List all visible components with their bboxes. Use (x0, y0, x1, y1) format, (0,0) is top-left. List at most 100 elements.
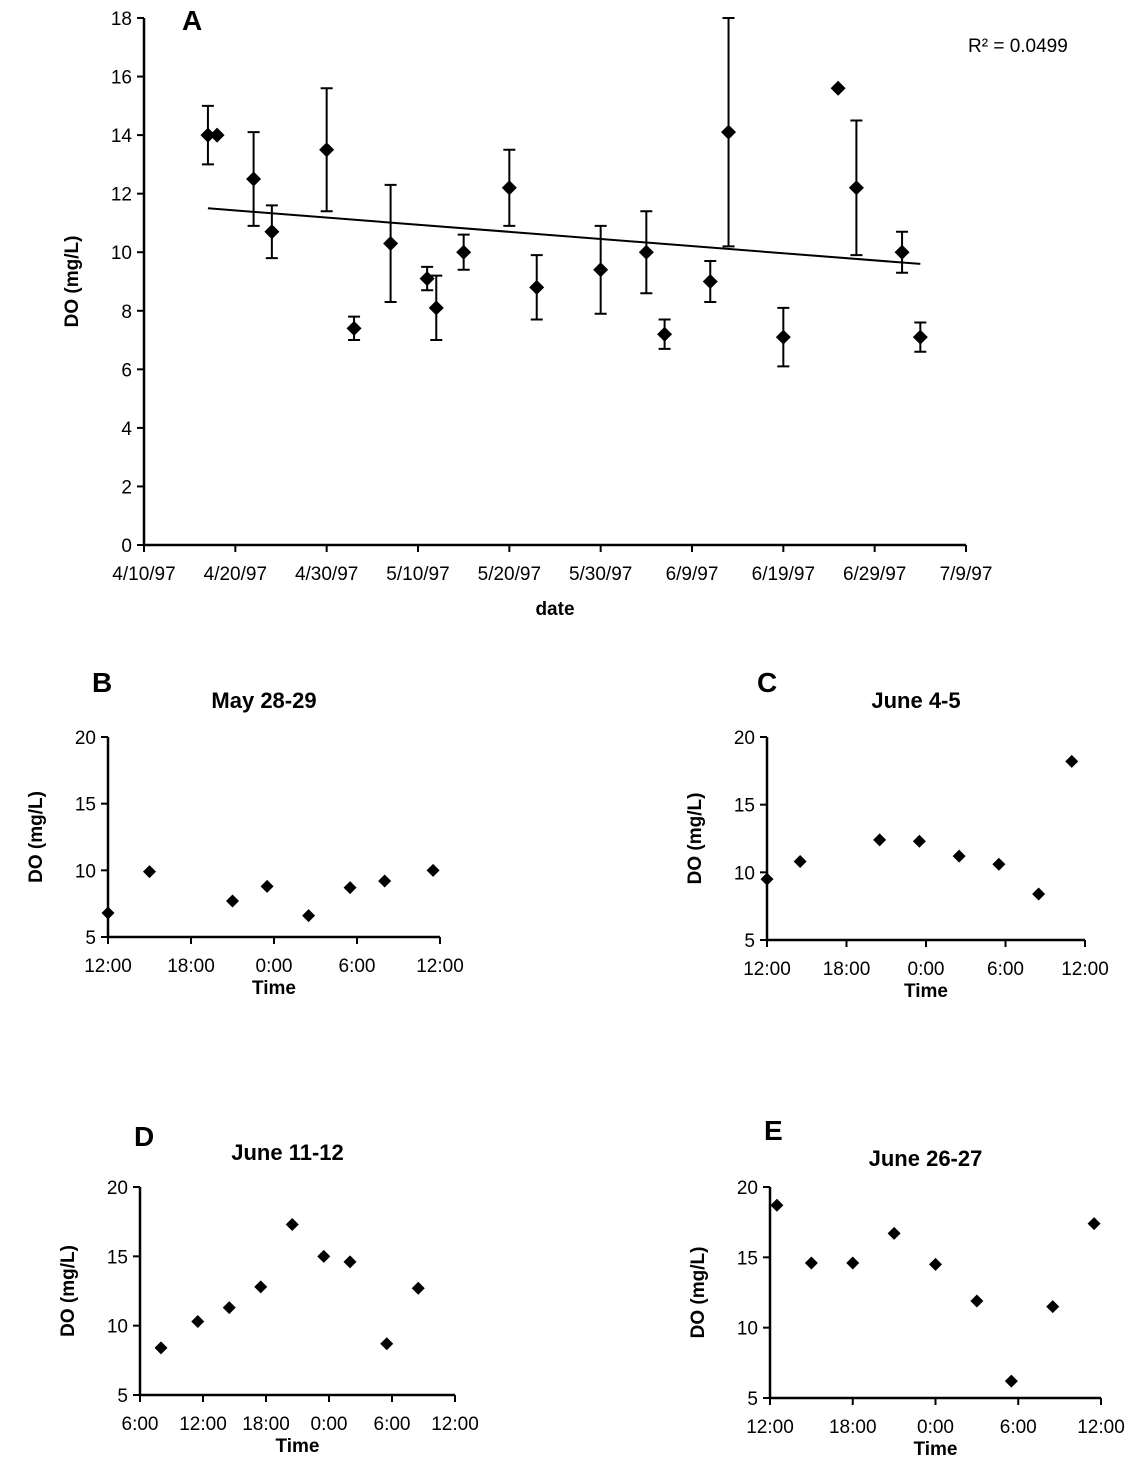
panel-title: June 11-12 (231, 1140, 344, 1165)
y-tick-label: 5 (85, 928, 96, 949)
data-point (1032, 887, 1046, 901)
data-point (260, 879, 274, 893)
data-point (343, 1255, 357, 1269)
panel-label: E (764, 1115, 783, 1146)
data-point (846, 1256, 860, 1270)
y-tick-label: 20 (107, 1178, 128, 1199)
data-point (285, 1217, 299, 1231)
data-point (428, 300, 444, 316)
data-point (501, 180, 517, 196)
data-point (246, 171, 262, 187)
x-tick-label: 6/9/97 (666, 564, 719, 585)
data-point (378, 874, 392, 888)
panel-label: B (92, 667, 112, 698)
y-tick-label: 10 (737, 1319, 758, 1340)
y-axis-title: DO (mg/L) (688, 1247, 709, 1339)
data-point (894, 244, 910, 260)
data-point (657, 326, 673, 342)
y-tick-label: 15 (734, 796, 755, 817)
data-point (912, 834, 926, 848)
data-point (952, 849, 966, 863)
y-tick-label: 20 (734, 728, 755, 749)
data-point (302, 909, 316, 923)
data-point (419, 271, 435, 287)
x-tick-label: 6:00 (339, 956, 376, 977)
x-axis-title: Time (904, 981, 948, 1002)
x-tick-label: 18:00 (242, 1414, 290, 1435)
data-point (1046, 1300, 1060, 1314)
data-point (200, 127, 216, 143)
x-tick-label: 12:00 (1061, 959, 1109, 980)
y-tick-label: 18 (111, 9, 132, 30)
panel-d: 5 10 15 20 6:00 12:00 18:00 0:00 6:00 12:00 Time DO… (58, 1121, 479, 1457)
x-tick-label: 12:00 (746, 1417, 794, 1438)
y-tick-label: 0 (121, 536, 132, 557)
data-point (873, 833, 887, 847)
x-tick-label: 6:00 (1000, 1417, 1037, 1438)
data-point (638, 244, 654, 260)
data-point (191, 1315, 205, 1329)
panel-title: June 4-5 (871, 688, 960, 713)
x-tick-label: 4/20/97 (204, 564, 267, 585)
x-tick-label: 6/29/97 (843, 564, 906, 585)
data-point (346, 320, 362, 336)
y-tick-label: 5 (117, 1386, 128, 1407)
x-tick-label: 0:00 (311, 1414, 348, 1435)
y-tick-label: 10 (734, 863, 755, 884)
data-point (254, 1280, 268, 1294)
y-tick-label: 10 (111, 243, 132, 264)
panel-title: June 26-27 (869, 1146, 983, 1171)
x-tick-label: 0:00 (256, 956, 293, 977)
trend-line (207, 207, 921, 265)
data-point (770, 1198, 784, 1212)
data-point (848, 180, 864, 196)
x-tick-label: 6/19/97 (752, 564, 815, 585)
y-tick-label: 5 (747, 1389, 758, 1410)
x-tick-label: 18:00 (823, 959, 871, 980)
panel-c: 5 10 15 20 12:00 18:00 0:00 6:00 12:00 Time DO (mg… (685, 667, 1109, 1002)
y-tick-label: 10 (75, 861, 96, 882)
y-tick-label: 10 (107, 1317, 128, 1338)
panel-e: 5 10 15 20 12:00 18:00 0:00 6:00 12:00 Time DO (mg… (688, 1115, 1125, 1460)
y-tick-label: 5 (744, 931, 755, 952)
x-tick-label: 12:00 (179, 1414, 227, 1435)
x-tick-label: 18:00 (167, 956, 215, 977)
data-point (209, 127, 225, 143)
data-point (319, 142, 335, 158)
y-tick-label: 15 (107, 1247, 128, 1268)
y-tick-label: 12 (111, 185, 132, 206)
x-tick-label: 6:00 (122, 1414, 159, 1435)
x-axis-title: Time (913, 1439, 957, 1460)
data-point (380, 1337, 394, 1351)
data-point (529, 279, 545, 295)
y-tick-label: 6 (121, 360, 132, 381)
data-point (702, 274, 718, 289)
data-point (426, 863, 440, 877)
panel-label: C (757, 667, 777, 698)
x-tick-label: 12:00 (416, 956, 464, 977)
x-tick-label: 6:00 (987, 959, 1024, 980)
x-tick-label: 12:00 (743, 959, 791, 980)
data-point (154, 1341, 168, 1355)
x-tick-label: 18:00 (829, 1417, 877, 1438)
y-tick-label: 20 (737, 1178, 758, 1199)
x-tick-label: 0:00 (908, 959, 945, 980)
panel-label: D (134, 1121, 154, 1152)
data-point (593, 262, 609, 278)
panel-label: A (182, 5, 202, 36)
data-point (760, 872, 774, 886)
x-axis-title: date (535, 599, 574, 620)
y-axis-title: DO (mg/L) (58, 1245, 79, 1337)
panel-a: 0 2 4 6 8 10 12 14 16 18 4/10/97 4/20/97 4/30/97 5/10… (62, 5, 1068, 620)
x-tick-label: 7/9/97 (940, 564, 993, 585)
data-point (830, 80, 846, 96)
x-tick-label: 12:00 (431, 1414, 479, 1435)
y-tick-label: 2 (121, 477, 132, 498)
data-point (992, 857, 1006, 871)
x-axis-title: Time (252, 978, 296, 999)
y-tick-label: 15 (737, 1248, 758, 1269)
panel-title: May 28-29 (211, 688, 316, 713)
data-point (317, 1249, 331, 1263)
y-axis-title: DO (mg/L) (26, 791, 47, 883)
y-axis-title: DO (mg/L) (685, 793, 706, 885)
